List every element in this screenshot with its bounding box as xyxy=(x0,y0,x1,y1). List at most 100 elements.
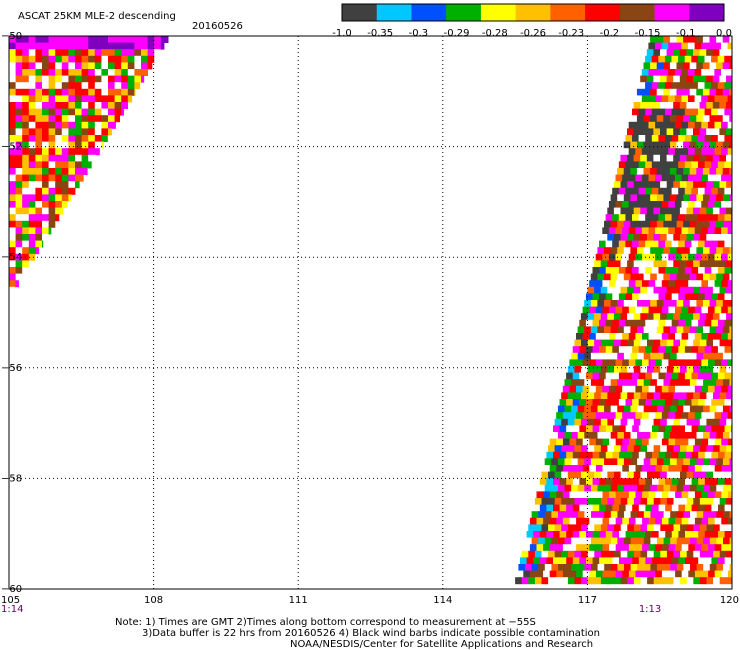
data-cell xyxy=(632,319,640,327)
data-cell xyxy=(671,557,679,565)
data-cell xyxy=(694,465,702,472)
data-cell xyxy=(620,181,628,189)
data-cell xyxy=(586,531,593,538)
data-cell xyxy=(594,471,602,479)
data-cell xyxy=(554,524,562,532)
data-cell xyxy=(75,75,82,83)
data-cell xyxy=(127,88,135,96)
data-cell xyxy=(699,339,707,347)
data-cell xyxy=(703,484,711,492)
data-cell xyxy=(623,247,631,255)
data-cell xyxy=(632,240,639,248)
data-cell xyxy=(592,372,600,380)
data-cell xyxy=(548,524,556,532)
data-cell xyxy=(42,201,49,208)
data-cell xyxy=(699,418,707,426)
data-cell xyxy=(640,445,648,453)
data-cell xyxy=(61,115,69,123)
data-cell xyxy=(693,207,701,215)
data-cell xyxy=(627,445,635,453)
data-cell xyxy=(630,300,638,307)
data-cell xyxy=(589,280,597,288)
data-cell xyxy=(9,168,16,175)
data-cell xyxy=(625,531,633,538)
data-cell xyxy=(617,300,625,307)
data-cell xyxy=(635,359,643,367)
data-cell xyxy=(48,69,56,76)
data-cell xyxy=(648,201,656,208)
data-cell xyxy=(723,511,730,519)
data-cell xyxy=(704,319,712,327)
data-cell xyxy=(658,478,666,486)
data-cell xyxy=(716,168,724,175)
data-cell xyxy=(620,207,628,215)
data-cell xyxy=(637,379,645,387)
data-cell xyxy=(647,445,654,453)
data-cell xyxy=(671,293,679,301)
data-cell xyxy=(676,352,684,360)
data-cell xyxy=(686,154,694,162)
data-cell xyxy=(663,352,671,360)
data-cell xyxy=(167,36,169,43)
data-cell xyxy=(127,75,135,83)
data-cell xyxy=(48,115,56,123)
data-cell xyxy=(704,108,712,116)
colorbar-swatch xyxy=(550,4,586,21)
data-cell xyxy=(647,471,654,479)
data-cell xyxy=(729,36,733,43)
data-cell xyxy=(706,498,714,505)
data-cell xyxy=(559,399,567,406)
data-cell xyxy=(635,227,643,235)
data-cell xyxy=(688,174,696,182)
data-cell xyxy=(88,88,96,96)
data-cell xyxy=(709,432,717,439)
data-cell xyxy=(693,49,700,57)
data-cell xyxy=(35,141,43,149)
data-cell xyxy=(658,319,666,327)
data-cell xyxy=(536,517,544,525)
data-cell xyxy=(658,55,666,63)
data-cell xyxy=(673,181,681,189)
data-cell xyxy=(572,531,580,538)
data-cell xyxy=(48,135,56,142)
data-cell xyxy=(630,432,638,439)
data-cell xyxy=(645,214,653,222)
data-cell xyxy=(708,306,715,314)
data-cell xyxy=(594,498,602,505)
data-cell xyxy=(602,359,610,367)
data-cell xyxy=(101,75,109,83)
data-cell xyxy=(75,62,82,70)
data-cell xyxy=(727,359,733,367)
data-cell xyxy=(646,313,654,321)
data-cell xyxy=(561,445,569,453)
data-cell xyxy=(641,227,649,235)
data-cell xyxy=(572,425,580,433)
data-cell xyxy=(584,564,592,571)
data-cell xyxy=(633,207,641,215)
data-cell xyxy=(108,82,115,90)
data-cell xyxy=(605,504,613,512)
data-cell xyxy=(614,524,622,532)
data-cell xyxy=(623,405,631,413)
data-cell xyxy=(576,333,583,340)
data-cell xyxy=(699,577,707,585)
data-cell xyxy=(657,564,664,571)
data-cell xyxy=(604,432,612,439)
data-cell xyxy=(724,319,732,327)
data-cell xyxy=(561,524,569,532)
data-cell xyxy=(722,141,730,149)
data-cell xyxy=(625,451,633,459)
data-cell xyxy=(661,174,669,182)
data-cell xyxy=(665,557,673,565)
data-cell xyxy=(42,75,49,83)
data-cell xyxy=(721,253,729,261)
data-cell xyxy=(42,62,49,70)
data-cell xyxy=(633,550,641,558)
data-cell xyxy=(655,491,663,499)
data-cell xyxy=(9,187,16,195)
data-cell xyxy=(622,148,630,156)
data-cell xyxy=(561,392,569,400)
data-cell xyxy=(660,286,668,294)
data-cell xyxy=(660,471,668,479)
data-cell xyxy=(663,273,671,281)
